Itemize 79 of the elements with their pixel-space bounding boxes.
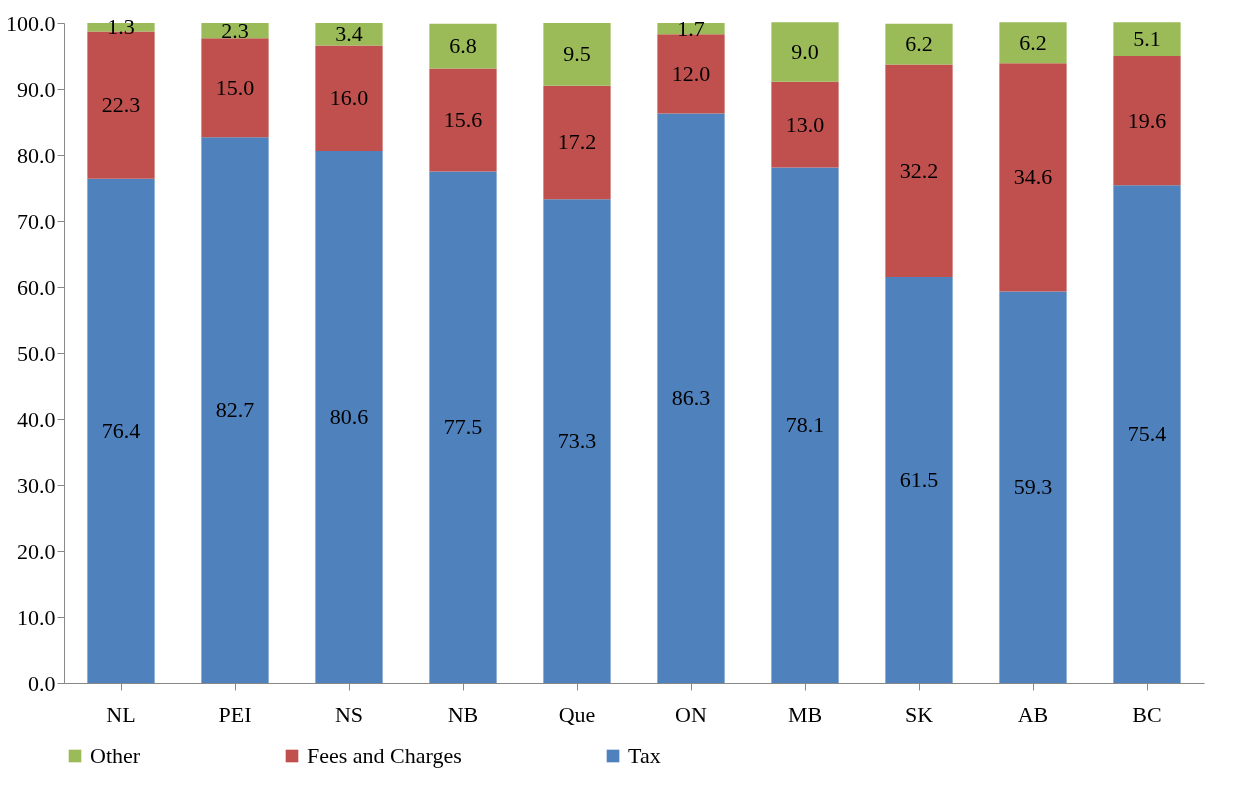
text: 6.8 — [449, 33, 477, 59]
legend-label: Fees and Charges — [307, 743, 462, 768]
text: 22.3 — [101, 92, 141, 118]
bar — [543, 23, 611, 86]
text: 1.7 — [677, 15, 705, 41]
text: 5.1 — [1133, 26, 1161, 52]
x-tick-label: AB — [1017, 701, 1049, 727]
bar — [999, 291, 1067, 683]
bar — [999, 22, 1067, 64]
text: 9.0 — [791, 39, 819, 65]
bar — [1113, 185, 1181, 683]
y-tick-label: 100.0 — [6, 10, 56, 36]
text: 13.0 — [785, 111, 825, 137]
text: 15.6 — [443, 107, 483, 133]
bar — [771, 167, 839, 683]
y-tick-label: 20.0 — [17, 538, 56, 564]
bar — [657, 34, 725, 114]
bar — [315, 45, 383, 152]
text: 12.0 — [671, 60, 711, 86]
legend-label: Other — [90, 743, 141, 768]
x-tick-label: NB — [447, 701, 479, 727]
x-tick-label: NL — [106, 701, 136, 727]
bar — [1113, 22, 1181, 56]
y-tick-label: 50.0 — [17, 340, 56, 366]
bar — [543, 85, 611, 200]
bar — [87, 178, 155, 683]
x-tick-label: PEI — [218, 701, 252, 727]
text: 75.4 — [1127, 421, 1167, 447]
text: 34.6 — [1013, 164, 1053, 190]
text: 19.6 — [1127, 107, 1167, 133]
text: 82.7 — [215, 397, 255, 423]
text: 2.3 — [221, 17, 249, 43]
bar — [429, 23, 497, 69]
bar — [885, 23, 953, 65]
text: 77.5 — [443, 414, 483, 440]
bar — [1113, 56, 1181, 186]
text: 6.2 — [1019, 29, 1047, 55]
bar — [429, 68, 497, 172]
text: 59.3 — [1013, 474, 1053, 500]
x-tick-label: Que — [558, 701, 596, 727]
y-tick-label: 10.0 — [17, 604, 56, 630]
y-tick-label: 70.0 — [17, 208, 56, 234]
text: 73.3 — [557, 428, 597, 454]
bar — [885, 277, 953, 683]
x-tick-label: NS — [334, 701, 364, 727]
y-tick-label: 40.0 — [17, 406, 56, 432]
x-tick-label: MB — [787, 701, 823, 727]
bar — [543, 199, 611, 683]
bar — [771, 81, 839, 168]
legend-label: Tax — [628, 743, 661, 768]
bar — [429, 171, 497, 683]
bar — [771, 22, 839, 82]
y-tick-label: 60.0 — [17, 274, 56, 300]
text: 80.6 — [329, 404, 369, 430]
bar — [201, 38, 269, 138]
x-tick-label: ON — [675, 701, 707, 727]
text: 17.2 — [557, 129, 597, 155]
text: 9.5 — [563, 41, 591, 67]
y-tick-label: 0.0 — [28, 670, 56, 696]
text: 32.2 — [899, 157, 939, 183]
text: 6.2 — [905, 31, 933, 57]
bar — [657, 23, 725, 35]
text: 16.0 — [329, 85, 369, 111]
text: 86.3 — [671, 385, 711, 411]
y-tick-label: 80.0 — [17, 142, 56, 168]
x-tick-label: BC — [1132, 701, 1162, 727]
text: 78.1 — [785, 412, 825, 438]
bar — [885, 64, 953, 278]
bar — [315, 151, 383, 683]
bar — [999, 63, 1067, 292]
text: 3.4 — [335, 21, 363, 47]
bar — [201, 137, 269, 683]
x-tick-label: SK — [904, 701, 934, 727]
y-tick-label: 90.0 — [17, 76, 56, 102]
text: 61.5 — [899, 467, 939, 493]
bar — [657, 113, 725, 683]
text: 76.4 — [101, 417, 141, 443]
text: 15.0 — [215, 74, 255, 100]
y-tick-label: 30.0 — [17, 472, 56, 498]
